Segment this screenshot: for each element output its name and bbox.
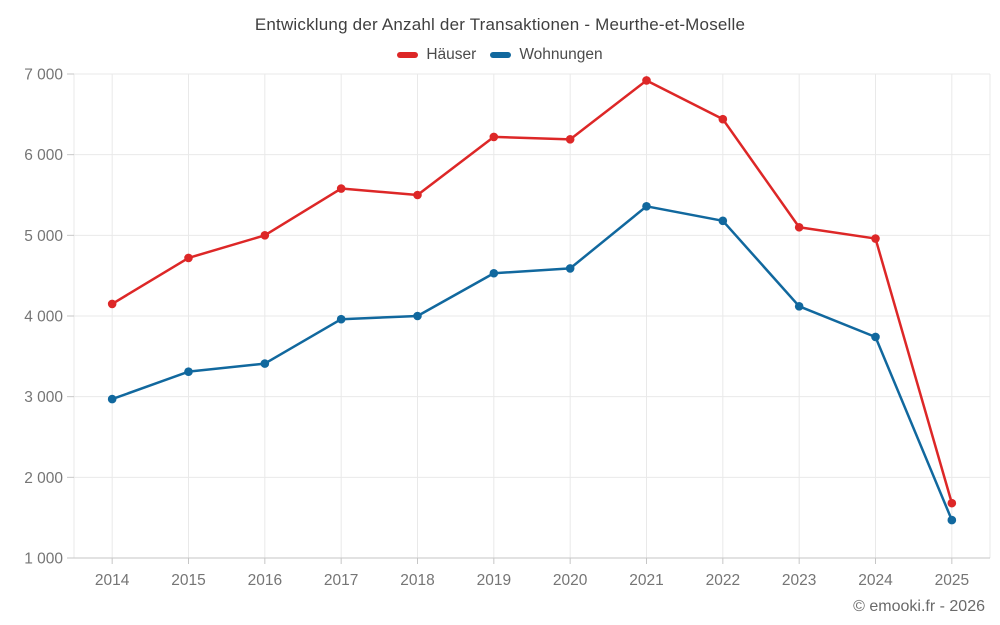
data-point-haeuser-2017[interactable] [336, 184, 346, 193]
legend-item-wohnungen[interactable]: Wohnungen [490, 46, 603, 64]
x-axis-label: 2024 [858, 572, 893, 589]
y-axis-label: 6 000 [24, 147, 63, 164]
data-point-wohnungen-2015[interactable] [184, 367, 193, 376]
data-point-wohnungen-2020[interactable] [565, 264, 575, 273]
data-point-haeuser-2018[interactable] [413, 190, 422, 200]
y-axis-label: 7 000 [24, 67, 63, 84]
y-axis-labels: 7 000 6 000 5 000 4 000 3 000 2 000 1 000 [24, 67, 63, 568]
data-point-wohnungen-2024[interactable] [871, 332, 880, 342]
data-point-haeuser-2022[interactable] [718, 114, 728, 124]
y-axis-label: 5 000 [24, 228, 63, 245]
series-haeuser [107, 76, 957, 508]
data-point-haeuser-2014[interactable] [107, 299, 117, 309]
data-point-haeuser-2019[interactable] [489, 132, 499, 142]
data-point-haeuser-2024[interactable] [871, 234, 880, 243]
data-point-wohnungen-2022[interactable] [718, 216, 728, 226]
copyright-footer: © emooki.fr - 2026 [853, 598, 985, 615]
data-point-wohnungen-2016[interactable] [260, 359, 270, 368]
y-axis-label: 4 000 [24, 309, 63, 326]
data-point-haeuser-2020[interactable] [565, 135, 575, 144]
data-point-wohnungen-2018[interactable] [413, 311, 422, 321]
wohnungen-series-swatch-icon [490, 52, 512, 58]
x-axis-label: 2020 [553, 572, 588, 589]
data-point-haeuser-2016[interactable] [260, 231, 270, 240]
x-axis-label: 2018 [400, 572, 434, 589]
y-axis-label: 1 000 [24, 551, 63, 568]
data-point-haeuser-2023[interactable] [794, 222, 804, 232]
haeuser-series-swatch-icon [397, 52, 419, 58]
legend: Häuser Wohnungen [0, 46, 1000, 64]
series-wohnungen-line [110, 205, 954, 522]
chart-title: Entwicklung der Anzahl der Transaktionen… [254, 15, 746, 34]
series-wohnungen [107, 201, 957, 525]
wohnungen-legend-label: Wohnungen [519, 46, 603, 63]
data-point-wohnungen-2021[interactable] [642, 201, 651, 211]
data-point-wohnungen-2019[interactable] [489, 268, 499, 278]
x-axis-label: 2023 [782, 572, 816, 589]
x-axis-labels: 2014 2015 2016 2017 2018 2019 2020 2021 2022 2023… [95, 558, 969, 589]
data-point-haeuser-2021[interactable] [642, 76, 651, 85]
haeuser-legend-label: Häuser [426, 46, 477, 63]
data-point-wohnungen-2014[interactable] [107, 394, 117, 404]
x-axis-label: 2014 [95, 572, 130, 589]
x-axis-label: 2015 [171, 572, 205, 589]
y-axis-label: 3 000 [24, 389, 63, 406]
data-point-haeuser-2025[interactable] [947, 498, 957, 508]
x-axis-label: 2025 [935, 572, 969, 589]
data-point-wohnungen-2023[interactable] [794, 302, 804, 311]
data-point-wohnungen-2017[interactable] [336, 314, 346, 324]
y-axis-label: 2 000 [24, 470, 63, 487]
series-haeuser-line [110, 79, 954, 505]
x-axis-label: 2019 [477, 572, 511, 589]
x-axis-label: 2016 [248, 572, 282, 589]
x-axis-label: 2022 [706, 572, 740, 589]
data-point-haeuser-2015[interactable] [184, 253, 193, 263]
horizontal-gridlines [67, 73, 990, 559]
data-point-wohnungen-2025[interactable] [947, 515, 957, 525]
x-axis-label: 2021 [629, 572, 663, 589]
legend-item-haeuser[interactable]: Häuser [397, 46, 476, 64]
x-axis-label: 2017 [324, 572, 358, 589]
